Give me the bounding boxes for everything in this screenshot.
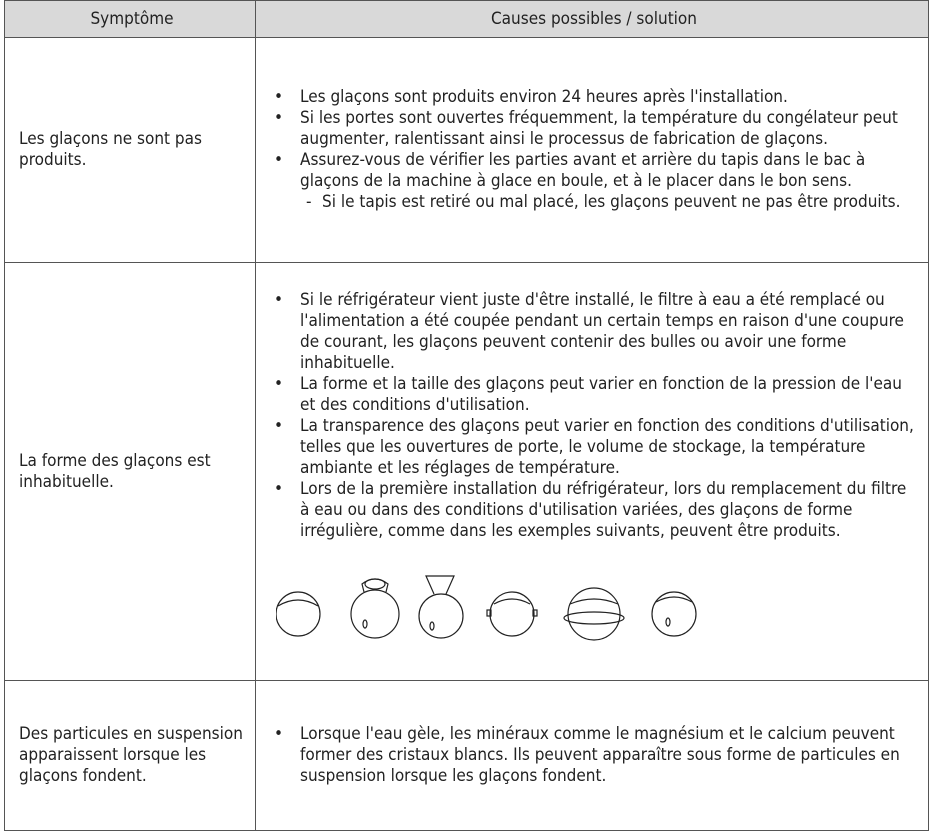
- sub-list: Si le tapis est retiré ou mal placé, les…: [300, 192, 918, 213]
- causes-cell: Les glaçons sont produits environ 24 heu…: [255, 37, 929, 263]
- causes-cell: Si le réfrigérateur vient juste d'être i…: [255, 262, 929, 681]
- causes-list: Si le réfrigérateur vient juste d'être i…: [270, 290, 918, 542]
- symptom-cell: Les glaçons ne sont pas produits.: [4, 37, 256, 263]
- cause-text: La forme et la taille des glaçons peut v…: [300, 373, 902, 415]
- cause-item: Si les portes sont ouvertes fréquemment,…: [274, 108, 918, 150]
- cause-item: La forme et la taille des glaçons peut v…: [274, 373, 918, 416]
- causes-list: Les glaçons sont produits environ 24 heu…: [270, 87, 918, 213]
- cause-text: La transparence des glaçons peut varier …: [300, 415, 914, 478]
- symptom-cell: Des particules en suspension apparaissen…: [4, 680, 256, 831]
- symptom-cell: La forme des glaçons est inhabituelle.: [4, 262, 256, 681]
- cause-item: Les glaçons sont produits environ 24 heu…: [274, 87, 918, 108]
- table-row: Des particules en suspension apparaissen…: [4, 680, 929, 831]
- header-row: Symptôme Causes possibles / solution: [4, 0, 929, 38]
- cause-text: Lors de la première installation du réfr…: [300, 478, 907, 541]
- cause-item: Lors de la première installation du réfr…: [274, 478, 918, 542]
- cause-text: Les glaçons sont produits environ 24 heu…: [300, 87, 788, 107]
- cause-text: Si le réfrigérateur vient juste d'être i…: [300, 289, 904, 373]
- cause-item: Assurez-vous de vérifier les parties ava…: [274, 150, 918, 213]
- cause-item: Lorsque l'eau gèle, les minéraux comme l…: [274, 724, 918, 787]
- causes-cell: Lorsque l'eau gèle, les minéraux comme l…: [255, 680, 929, 831]
- cause-text: Si les portes sont ouvertes fréquemment,…: [300, 108, 898, 149]
- ice-shapes-illustration: [276, 574, 697, 641]
- cause-item: La transparence des glaçons peut varier …: [274, 415, 918, 479]
- cause-text: Lorsque l'eau gèle, les minéraux comme l…: [300, 724, 900, 786]
- table-row: Les glaçons ne sont pas produits. Les gla…: [4, 37, 929, 263]
- sub-item: Si le tapis est retiré ou mal placé, les…: [306, 192, 918, 213]
- header-cell: Causes possibles / solution: [255, 0, 929, 38]
- troubleshooting-table: Symptôme Causes possibles / solution Les…: [4, 0, 929, 831]
- table-row: La forme des glaçons est inhabituelle. Si…: [4, 262, 929, 681]
- cause-text: Assurez-vous de vérifier les parties ava…: [300, 150, 866, 191]
- cause-item: Si le réfrigérateur vient juste d'être i…: [274, 289, 918, 374]
- header-cell: Symptôme: [4, 0, 256, 38]
- causes-list: Lorsque l'eau gèle, les minéraux comme l…: [270, 724, 918, 787]
